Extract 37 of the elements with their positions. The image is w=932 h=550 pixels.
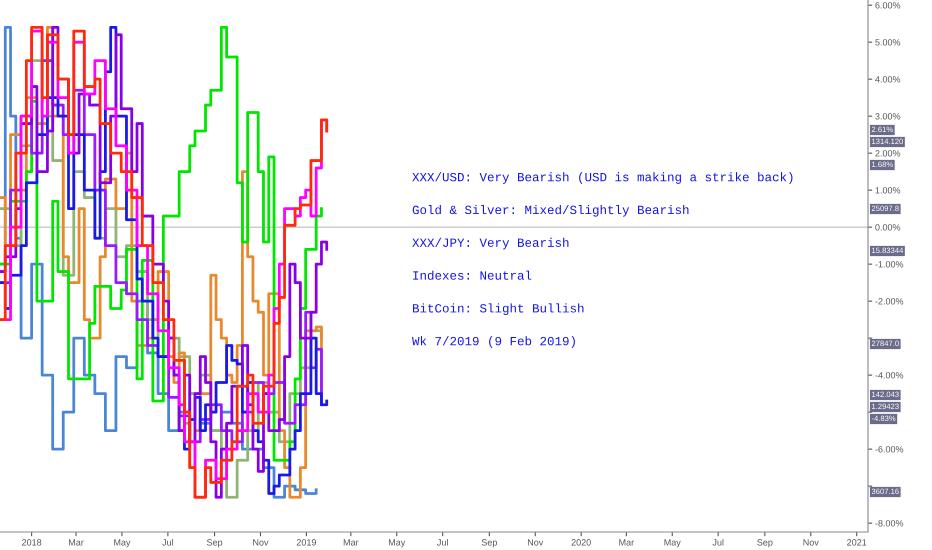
x-tick-label: Jul [162,538,174,546]
x-tick-label: Mar [344,539,358,546]
x-tick-label: 2021 [847,539,866,546]
x-tick-label: Sep [757,539,773,548]
x-tick-label: Sep [206,539,222,548]
x-tick-label: 2018 [22,539,42,546]
y-tick-label: 2.00% [875,150,900,157]
y-tick-label: 3.00% [875,113,900,120]
y-tick-label: -6.00% [875,446,904,452]
x-tick-label: 2020 [572,539,591,546]
x-tick-label: Sep [482,539,497,548]
y-tick-label: -1.00% [875,261,904,268]
x-tick-label: Mar [619,539,634,546]
annotation: XXX/JPY: Very Bearish [412,238,568,250]
x-tick-label: Nov [804,539,819,546]
annotation: Wk 7/2019 (9 Feb 2019) [412,336,575,348]
y-tick-label: 0.00% [875,224,900,231]
y-tick-label: -2.00% [875,298,904,305]
x-tick-label: Mar [69,539,84,546]
x-tick-label: May [664,539,681,548]
y-tick-label: 1.00% [876,187,900,194]
x-tick-label: Jul [437,538,448,546]
x-tick-label: 2019 [296,539,316,546]
y-tick-label: 5.00% [875,39,900,46]
x-tick-label: Nov [253,539,268,546]
annotation: Indexes: Neutral [413,270,532,280]
y-tick-label: 6.00% [875,2,900,9]
annotation: BitCoin: Slight Bullish [412,303,584,316]
x-tick-label: May [388,539,406,548]
annotation: Gold & Silver: Mixed/Slightly Bearish [412,204,688,217]
annotation: XXX/USD: Very Bearish (USD is making a strike back) [412,172,792,184]
y-tick-label: -4.00% [875,372,904,378]
x-tick-label: May [114,539,130,548]
x-tick-label: Jul [712,538,724,546]
y-tick-label: 4.00% [875,76,900,83]
y-tick-label: -8.00% [875,520,904,526]
x-tick-label: Nov [528,539,544,546]
